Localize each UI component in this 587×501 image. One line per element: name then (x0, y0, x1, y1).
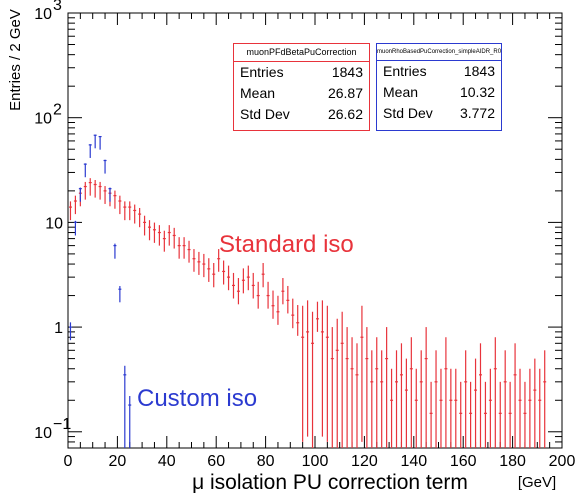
stats-row-entries: Entries 1843 (240, 64, 363, 80)
x-tick-label: 80 (257, 453, 275, 470)
x-axis-title: μ isolation PU correction term (192, 471, 468, 494)
x-tick-label: 200 (549, 453, 576, 470)
x-tick-label: 40 (158, 453, 176, 470)
x-tick-label: 140 (400, 453, 427, 470)
stats-box-custom: muonRhoBasedPuCorrection_simpleAIDR_R04 … (376, 43, 502, 131)
y-tick-label: 10 (34, 111, 52, 128)
x-tick-label: 180 (499, 453, 526, 470)
stats-row-mean: Mean 26.87 (240, 85, 363, 101)
x-tick-labels: 0 20 40 60 80 100 120 140 160 180 200 (64, 453, 576, 470)
y-tick-exponent: 3 (53, 0, 62, 14)
x-tick-label: 60 (207, 453, 225, 470)
annotation-custom-iso: Custom iso (137, 385, 258, 412)
y-tick-label: 10 (34, 6, 52, 23)
x-tick-label: 100 (302, 453, 329, 470)
x-tick-label: 0 (64, 453, 73, 470)
stats-row-std: Std Dev 3.772 (383, 105, 495, 121)
y-tick-label: 1 (54, 320, 63, 337)
stats-row-mean: Mean 10.32 (383, 84, 495, 100)
axis-ticks (67, 12, 563, 449)
x-axis-unit: [GeV] (518, 474, 556, 491)
stats-box-standard-title: muonPFdBetaPuCorrection (234, 44, 369, 62)
y-axis-title: Entries / 2 GeV (7, 9, 24, 111)
stats-row-std: Std Dev 26.62 (240, 106, 363, 122)
stats-box-standard: muonPFdBetaPuCorrection Entries 1843 Mean… (233, 43, 370, 131)
series-standard-iso (68, 178, 547, 448)
y-tick-exponent: 2 (53, 102, 62, 119)
series-custom-iso (68, 134, 132, 448)
stats-box-custom-title: muonRhoBasedPuCorrection_simpleAIDR_R04 (377, 44, 501, 61)
x-tick-label: 160 (450, 453, 477, 470)
stats-row-entries: Entries 1843 (383, 63, 495, 79)
x-tick-label: 120 (351, 453, 378, 470)
annotation-standard-iso: Standard iso (219, 231, 354, 258)
x-tick-label: 20 (109, 453, 127, 470)
y-tick-label: 10 (34, 425, 52, 442)
y-tick-label: 10 (45, 215, 63, 232)
y-tick-exponent: −1 (53, 416, 71, 433)
